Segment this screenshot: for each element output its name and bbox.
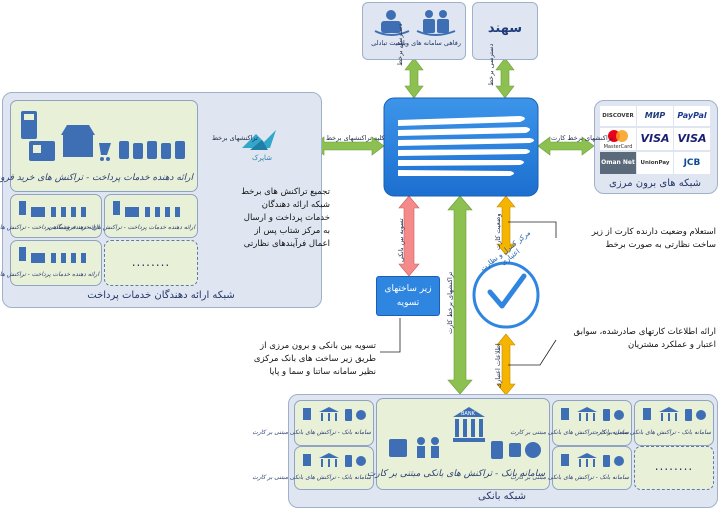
paypal-logo: PayPal: [674, 106, 710, 126]
psp-mini-caption-3: ارائه دهنده خدمات پرداخت - تراکنش های خر…: [0, 271, 99, 278]
bank-mini-caption-3: سامانه بانک - تراکنش های بانکی مبتنی بر …: [510, 429, 629, 436]
bank-mini-icon: [303, 407, 366, 421]
label-credit-v: اطلاعات اعتباری: [494, 343, 502, 388]
mastercard-text: MasterCard: [603, 144, 633, 150]
card-status-note: استعلام وضعیت دارنده کارت از زیر ساخت نظ…: [591, 227, 716, 250]
bank-sign: BANK: [461, 411, 476, 417]
psp-more-dots: ........: [131, 255, 171, 269]
pos-mini-icon: [113, 201, 180, 217]
arrow-hub-to-sahand: [495, 57, 515, 99]
pos-mini-icon: [19, 247, 86, 263]
discover-logo: DISCOVER: [600, 106, 636, 126]
mastercard-logo: MasterCard: [600, 128, 636, 150]
shetab-hub: [383, 97, 539, 197]
bank-mini-caption-4: سامانه بانک - تراکنش های بانکی مبتنی بر …: [592, 429, 711, 436]
bank-mini-caption-2: سامانه بانک - تراکنش های بانکی مبتنی بر …: [252, 474, 371, 481]
psp-mini-card-2: ارائه دهنده خدمات پرداخت - تراکنش های خر…: [48, 194, 198, 238]
bank-mini-card-5: سامانه بانک - تراکنش های بانکی مبتنی بر …: [510, 446, 632, 490]
visa-logo-2: VISA: [674, 128, 710, 150]
psp-main-card: ارائه دهنده خدمات پرداخت - تراکنش های خر…: [0, 100, 198, 192]
label-settle-v: تسویه بین بانکی: [397, 218, 405, 262]
bank-mini-icon: [561, 453, 624, 467]
shaparak-text: شاپرک: [251, 154, 273, 162]
settlement-note: تسویه بین بانکی و برون مرزی از طریق زیر …: [253, 341, 376, 377]
shaparak-logo: شاپرک: [236, 128, 288, 164]
brand-grid: DISCOVER МИР PayPal MasterCard VISA VISA…: [600, 106, 710, 174]
credit-note: ارائه اطلاعات کارتهای صادرشده، سوابق اعت…: [573, 327, 717, 350]
unionpay-logo: UnionPay: [637, 152, 673, 174]
mir-logo: МИР: [637, 106, 673, 126]
psp-mini-caption-1: ارائه دهنده خدمات پرداخت - تراکنش های خر…: [0, 224, 99, 231]
bank-mini-caption-5: سامانه بانک - تراکنش های بانکی مبتنی بر …: [510, 474, 629, 481]
ec-label-1: امنیت تبادلی: [371, 39, 405, 47]
pos-mini-icon: [19, 201, 86, 217]
ec-label-2: رفاهی سامانه های ویژه: [397, 39, 461, 47]
special-systems-box: امنیت تبادلی رفاهی سامانه های ویژه: [362, 2, 466, 60]
label-status-v: وضعیت کارت: [494, 213, 502, 250]
leader-settlement: [380, 318, 401, 353]
jcb-logo: JCB: [674, 152, 710, 174]
aggregation-note: تجمیع تراکنش های برخط شبکه ارائه دهندگان…: [241, 187, 330, 249]
visa-logo-1: VISA: [637, 128, 673, 150]
bank-main-caption: سامانه بانک - تراکنش های بانکی مبتنی بر …: [366, 469, 545, 479]
bank-more-card: ........: [634, 446, 714, 490]
arrow-hub-to-control: [496, 195, 516, 256]
psp-mini-caption-2: ارائه دهنده خدمات پرداخت - تراکنش های خر…: [48, 224, 195, 231]
leader-credit: [508, 339, 557, 366]
psp-mini-card-3: ارائه دهنده خدمات پرداخت - تراکنش های خر…: [0, 240, 102, 286]
label-right-h: تراکنشهای برخط کارت: [551, 134, 614, 142]
settlement-box: زیر ساختهای تسویه: [376, 276, 440, 316]
bird-icon: [242, 130, 276, 150]
bank-mini-icon: [561, 407, 624, 421]
bank-mini-icon: [643, 407, 706, 421]
label-left-h2: کلیه تراکنشهای برخط: [326, 134, 385, 142]
bank-mini-card-1: سامانه بانک - تراکنش های بانکی مبتنی بر …: [252, 400, 374, 446]
bank-mini-card-4: سامانه بانک - تراکنش های بانکی مبتنی بر …: [592, 400, 714, 446]
bank-mini-card-3: سامانه بانک - تراکنش های بانکی مبتنی بر …: [510, 400, 632, 446]
label-up-right: دسترسی برخط: [487, 43, 495, 86]
bank-more-dots: ........: [654, 459, 694, 473]
credit-control-center: [472, 261, 540, 329]
omannet-logo: Oman Net: [600, 152, 636, 174]
label-up-left: دسترسی برخط: [396, 23, 404, 66]
psp-more-card: ........: [104, 240, 198, 286]
sahand-box: سهند: [472, 2, 538, 60]
psp-main-caption: ارائه دهنده خدمات پرداخت - تراکنش های خر…: [0, 173, 193, 183]
bank-mini-icon: [303, 453, 366, 467]
bank-network-title: شبکه بانکی: [478, 491, 526, 502]
foreign-networks-title: شبکه های برون مرزی: [609, 178, 701, 189]
label-bank-v: تراکنشهای برخط کارت: [446, 271, 454, 334]
psp-mini-card-1: ارائه دهنده خدمات پرداخت - تراکنش های خر…: [0, 194, 102, 238]
pos-terminals-icon: [21, 111, 185, 161]
bank-mini-caption-1: سامانه بانک - تراکنش های بانکی مبتنی بر …: [252, 429, 371, 436]
arrow-hub-to-special-systems: [404, 57, 424, 99]
sahand-label: سهند: [487, 21, 523, 36]
bank-main-icon: BANK: [389, 407, 541, 459]
label-left-h: تراکنشهای برخط: [212, 134, 258, 142]
leader-card-status: [508, 221, 557, 238]
psp-network-title: شبکه ارائه دهندگان خدمات پرداخت: [87, 290, 235, 301]
bank-main-card: BANK سامانه بانک - تراکنش های بانکی مبتن…: [366, 398, 550, 490]
mc-circle-yellow: [616, 130, 628, 142]
people-icon: [374, 10, 456, 36]
bank-mini-card-2: سامانه بانک - تراکنش های بانکی مبتنی بر …: [252, 446, 374, 490]
